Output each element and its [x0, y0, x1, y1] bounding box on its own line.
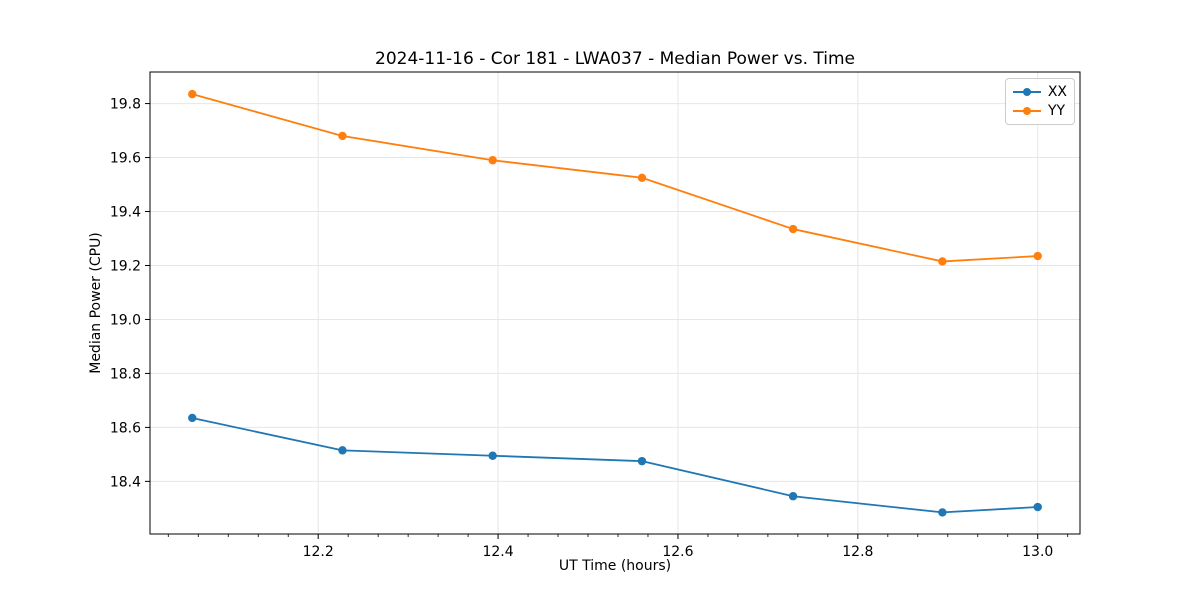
x-tick-label: 13.0: [1022, 544, 1053, 560]
y-tick-label: 19.4: [110, 205, 141, 221]
series-line-YY: [191, 93, 1039, 263]
data-point-YY-3: [637, 173, 647, 182]
x-axis-label: UT Time (hours): [559, 558, 671, 574]
data-point-XX-1: [338, 446, 347, 455]
data-point-YY-2: [488, 156, 497, 165]
series-layer: [188, 89, 1042, 517]
data-point-XX-0: [188, 413, 197, 423]
y-tick-label: 18.4: [110, 474, 141, 490]
x-tick-label: 12.8: [842, 544, 873, 560]
data-point-XX-6: [1033, 502, 1042, 512]
legend: XX YY: [1005, 78, 1075, 125]
x-tick-label: 12.4: [482, 544, 513, 560]
data-point-XX-3: [637, 456, 647, 466]
y-tick-label: 18.6: [110, 420, 141, 436]
axes-layer: 12.2 12.4 12.6 12.8 13.0 18.4 18.6 18.8 19.0 19.2…: [110, 71, 1081, 560]
data-point-YY-0: [188, 89, 197, 99]
grid-layer: [150, 72, 1080, 534]
legend-label: YY: [1048, 102, 1066, 119]
data-point-XX-2: [488, 451, 497, 460]
x-tick-label: 12.2: [303, 544, 334, 560]
data-point-YY-1: [338, 131, 347, 141]
y-tick-label: 19.6: [110, 151, 141, 167]
data-point-XX-4: [788, 492, 798, 501]
y-tick-label: 19.2: [110, 258, 141, 274]
y-axis-label: Median Power (CPU): [88, 232, 104, 374]
data-point-YY-4: [788, 224, 798, 234]
data-point-XX-5: [938, 508, 947, 517]
legend-entry-YY: YY: [1013, 104, 1067, 118]
legend-line-marker-icon: [1013, 106, 1041, 115]
data-point-YY-5: [938, 257, 947, 266]
y-tick-label: 19.0: [110, 312, 141, 328]
legend-entry-XX: XX: [1013, 85, 1067, 99]
chart-title: 2024-11-16 - Cor 181 - LWA037 - Median P…: [375, 49, 855, 69]
data-point-YY-6: [1033, 251, 1042, 261]
y-tick-label: 18.8: [110, 366, 141, 382]
series-line-XX: [191, 417, 1039, 514]
legend-label: XX: [1047, 84, 1067, 101]
legend-line-marker-icon: [1013, 88, 1041, 97]
x-tick-label: 12.6: [662, 544, 693, 560]
y-tick-label: 19.8: [110, 97, 141, 113]
axes-spines: [149, 71, 1081, 535]
